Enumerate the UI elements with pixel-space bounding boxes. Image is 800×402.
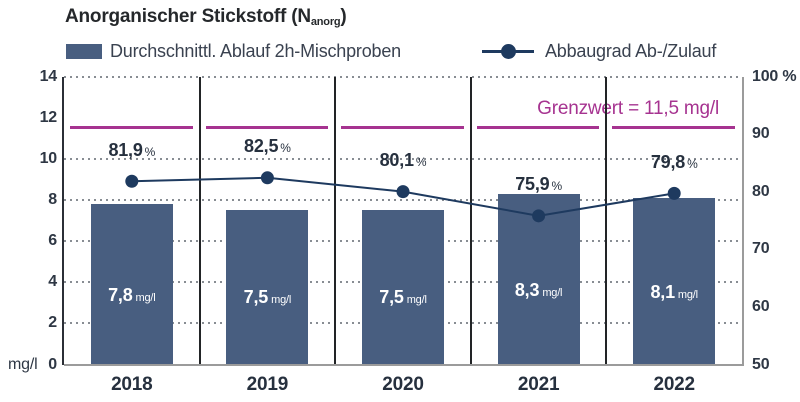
x-axis-label-2022: 2022 [653, 374, 695, 395]
chart-title-suffix: ) [340, 6, 347, 27]
right-axis-line [742, 76, 744, 365]
bar-value-label-2019: 7,5 mg/l [200, 287, 336, 308]
bar-2018 [90, 204, 173, 365]
y-axis-tick-left-0: 0 [48, 355, 57, 373]
y-axis-tick-right-50: 50 [752, 355, 770, 373]
y-axis-tick-left-8: 8 [48, 190, 57, 208]
legend-bar-label: Durchschnittl. Ablauf 2h-Mischproben [110, 41, 401, 61]
limit-line-label: Grenzwert = 11,5 mg/l [533, 98, 723, 120]
bar-2019 [226, 210, 309, 365]
y-axis-tick-right-90: 90 [752, 125, 770, 143]
percent-number: 75,9 [515, 174, 550, 195]
grid-line [64, 198, 742, 201]
line-point-2019 [260, 170, 274, 184]
panel-separator [469, 76, 472, 365]
bar-value-number: 7,5 [379, 287, 404, 308]
bar-value-label-2021: 8,3 mg/l [471, 280, 607, 301]
legend-line-marker-icon [482, 44, 534, 59]
bar-value-unit: mg/l [677, 288, 698, 301]
x-axis-label-2018: 2018 [111, 374, 153, 395]
chart-title-subscript: anorg [310, 16, 341, 28]
panel-separator [198, 76, 201, 365]
percent-label-2022: 79,8% [606, 152, 742, 173]
y-axis-tick-left-12: 12 [39, 108, 58, 126]
percent-number: 81,9 [108, 139, 143, 160]
bar-2021 [497, 193, 580, 365]
grid-line [64, 157, 742, 160]
limit-line-segment [341, 126, 464, 130]
x-axis-label-2020: 2020 [382, 374, 424, 395]
panel-separator [605, 76, 608, 365]
limit-line-segment [612, 126, 735, 130]
percent-unit: % [144, 144, 156, 159]
limit-line-segment [70, 126, 193, 130]
y-axis-tick-left-4: 4 [48, 273, 57, 291]
percent-unit: % [415, 155, 427, 170]
percent-number: 82,5 [244, 136, 279, 157]
percent-label-2021: 75,9% [471, 174, 607, 195]
bar-value-number: 7,8 [108, 284, 133, 305]
bar-value-unit: mg/l [135, 291, 156, 304]
y-axis-tick-right-80: 80 [752, 182, 770, 200]
percent-unit: % [687, 156, 698, 171]
chart-title-text: Anorganischer Stickstoff (N [65, 6, 311, 27]
x-axis-label-2019: 2019 [246, 374, 289, 395]
bar-value-label-2022: 8,1 mg/l [606, 282, 742, 303]
bar-value-label-2018: 7,8 mg/l [64, 285, 200, 306]
bar-value-label-2020: 7,5 mg/l [335, 287, 471, 308]
percent-number: 79,8 [650, 151, 686, 172]
line-point-2022 [667, 186, 681, 200]
percent-unit: % [280, 141, 291, 156]
panel-separator [334, 76, 337, 365]
percent-label-2018: 81,9% [64, 140, 200, 161]
bar-value-unit: mg/l [271, 294, 292, 307]
x-axis-label-2021: 2021 [517, 374, 560, 395]
y-axis-tick-right-70: 70 [752, 240, 770, 258]
degradation-line-series [125, 170, 681, 222]
left-axis-line [62, 76, 64, 365]
y-axis-tick-right-100: 100 % [752, 67, 797, 85]
y-axis-tick-left-14: 14 [39, 67, 58, 85]
limit-line-segment [476, 126, 600, 130]
limit-line-segment [205, 126, 329, 130]
legend-line-dot-icon [501, 44, 516, 59]
bar-value-unit: mg/l [542, 287, 563, 300]
percent-label-2019: 82,5% [200, 136, 336, 157]
y-axis-tick-left-6: 6 [48, 232, 57, 250]
percent-label-2020: 80,1% [335, 150, 471, 171]
legend-line-label: Abbaugrad Ab-/Zulauf [545, 41, 717, 61]
line-point-2021 [532, 208, 546, 222]
bar-value-number: 8,3 [514, 280, 540, 301]
chart-title: Anorganischer Stickstoff (Nanorg) [65, 6, 347, 28]
left-axis-unit-label: mg/l [8, 355, 38, 373]
line-point-2018 [125, 174, 139, 188]
grid-line [64, 75, 742, 78]
bar-value-number: 8,1 [650, 281, 675, 302]
y-axis-tick-right-60: 60 [752, 297, 770, 315]
legend-bar-swatch-icon [66, 44, 102, 59]
bar-2020 [362, 210, 444, 365]
y-axis-tick-left-10: 10 [39, 149, 58, 167]
bar-value-number: 7,5 [243, 287, 269, 308]
percent-unit: % [551, 179, 562, 194]
line-point-2020 [396, 184, 410, 198]
bottom-axis-line [64, 363, 744, 366]
bar-value-unit: mg/l [406, 294, 427, 307]
bar-2022 [633, 197, 716, 365]
y-axis-tick-left-2: 2 [48, 314, 57, 332]
percent-number: 80,1 [379, 150, 414, 171]
